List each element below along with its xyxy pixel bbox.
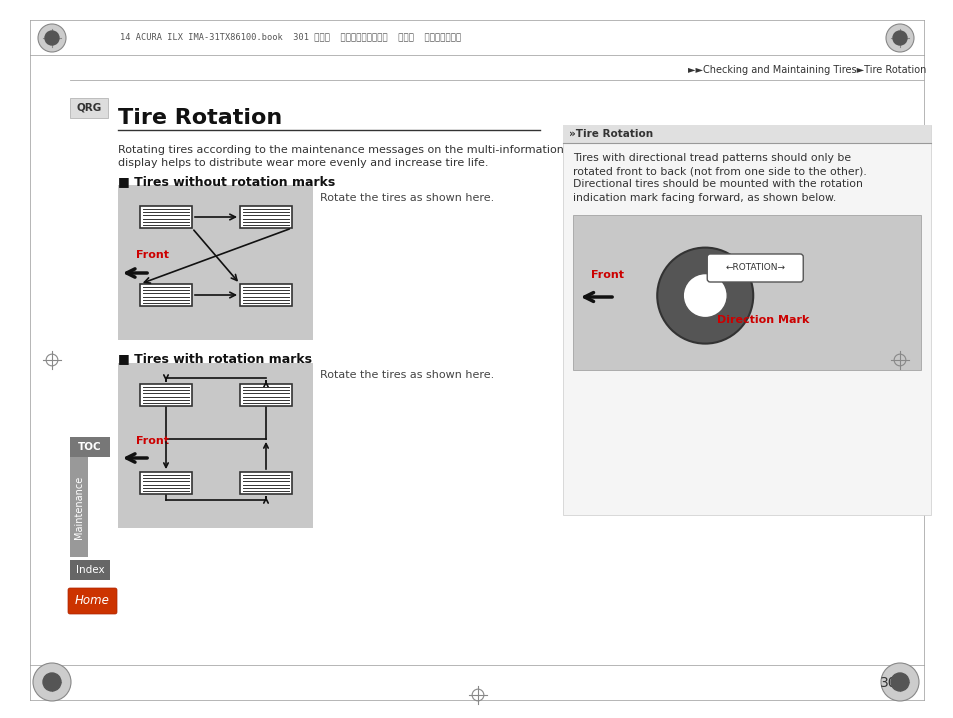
Circle shape [890, 673, 908, 691]
Text: 301: 301 [879, 676, 905, 690]
Circle shape [892, 31, 906, 45]
Bar [140, 384, 192, 406]
Text: Rotating tires according to the maintenance messages on the multi-information
di: Rotating tires according to the maintena… [118, 145, 563, 168]
Circle shape [885, 24, 913, 52]
Circle shape [33, 663, 71, 701]
Text: ←ROTATION→: ←ROTATION→ [724, 264, 784, 273]
Text: TOC: TOC [78, 442, 102, 452]
Bar [240, 472, 292, 494]
Circle shape [45, 31, 59, 45]
Text: Tires with directional tread patterns should only be
rotated front to back (not : Tires with directional tread patterns sh… [573, 153, 866, 202]
Bar [562, 125, 930, 515]
Bar [562, 125, 930, 143]
Bar [240, 284, 292, 306]
Bar [140, 284, 192, 306]
Bar [240, 206, 292, 228]
Text: ■ Tires with rotation marks: ■ Tires with rotation marks [118, 352, 312, 365]
Bar [140, 472, 192, 494]
Text: ■ Tires without rotation marks: ■ Tires without rotation marks [118, 175, 335, 188]
Bar [70, 437, 110, 457]
Circle shape [657, 248, 753, 344]
Bar [118, 363, 313, 528]
Circle shape [43, 673, 61, 691]
Text: Direction Mark: Direction Mark [717, 315, 809, 325]
Bar [118, 185, 313, 340]
Bar [140, 206, 192, 228]
Circle shape [880, 663, 918, 701]
Text: Front: Front [136, 250, 169, 260]
Text: QRG: QRG [76, 103, 102, 113]
Bar [70, 98, 108, 118]
Text: Rotate the tires as shown here.: Rotate the tires as shown here. [319, 193, 494, 203]
Text: »Tire Rotation: »Tire Rotation [568, 129, 653, 139]
Bar [240, 384, 292, 406]
Circle shape [682, 274, 726, 317]
Text: Maintenance: Maintenance [74, 475, 84, 538]
Bar [70, 560, 110, 580]
Text: Home: Home [75, 595, 110, 607]
Bar [573, 215, 920, 370]
FancyBboxPatch shape [68, 588, 117, 614]
Text: Rotate the tires as shown here.: Rotate the tires as shown here. [319, 370, 494, 380]
Text: Front: Front [590, 270, 623, 280]
Text: ►►Checking and Maintaining Tires►Tire Rotation: ►►Checking and Maintaining Tires►Tire Ro… [687, 65, 925, 75]
Circle shape [38, 24, 66, 52]
Text: Tire Rotation: Tire Rotation [118, 108, 282, 128]
Bar [70, 457, 88, 557]
FancyBboxPatch shape [706, 254, 802, 282]
Text: Front: Front [136, 436, 169, 446]
Text: 14 ACURA ILX IMA-31TX86100.book  301 ページ  ２０１３年３月７日  木曜日  午後１時１４分: 14 ACURA ILX IMA-31TX86100.book 301 ページ … [120, 32, 460, 42]
Text: Index: Index [75, 565, 104, 575]
